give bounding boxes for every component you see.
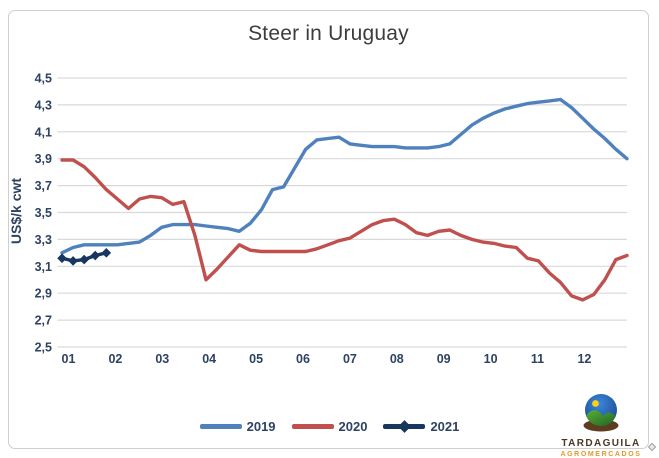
x-tick-label: 05 [249, 352, 263, 366]
legend-item-2021: 2021 [383, 419, 459, 434]
x-tick-label: 03 [155, 352, 169, 366]
x-tick-label: 12 [577, 352, 591, 366]
legend-line-swatch-2019 [199, 424, 242, 429]
series-marker-2021 [79, 254, 89, 265]
x-tick-label: 11 [531, 352, 544, 366]
chart-title: Steer in Uruguay [248, 22, 409, 45]
legend-diamond-marker-icon [398, 420, 412, 433]
chart-frame [8, 10, 649, 449]
logo-brand-text: TARDAGUILA [561, 438, 641, 449]
legend-label: 2020 [338, 419, 368, 434]
series-line-2020 [60, 158, 629, 302]
legend-line-swatch-2021 [383, 420, 426, 433]
series-line-2019 [60, 97, 629, 255]
x-tick-label: 04 [202, 352, 216, 366]
tardaguila-logo-icon [583, 394, 619, 432]
legend-label: 2019 [246, 419, 276, 434]
x-tick-label: 08 [390, 352, 404, 366]
x-tick-label: 01 [62, 352, 76, 366]
series-marker-2021 [101, 248, 112, 258]
tardaguila-logo: TARDAGUILA AGROMERCADOS [551, 393, 651, 458]
y-tick-label: 3,1 [35, 260, 52, 274]
series-marker-2021 [90, 250, 101, 261]
y-tick-label: 3,5 [35, 206, 52, 220]
y-tick-label: 4,5 [35, 72, 52, 86]
y-tick-label: 2,7 [35, 314, 52, 328]
x-tick-label: 09 [437, 352, 451, 366]
y-tick-label: 4,1 [35, 125, 52, 139]
legend-label: 2021 [430, 419, 460, 434]
y-tick-label: 3,9 [35, 152, 52, 166]
y-tick-label: 3,3 [35, 233, 52, 247]
y-tick-label: 2,9 [35, 287, 52, 301]
legend-line-swatch-2020 [291, 424, 334, 429]
series-marker-2021 [68, 256, 78, 266]
series-marker-2021 [57, 253, 67, 264]
y-tick-label: 4,3 [35, 98, 52, 112]
x-tick-label: 02 [108, 352, 122, 366]
legend-item-2019: 2019 [199, 419, 276, 434]
chart-legend: 2019 2020 2021 [0, 419, 659, 434]
x-tick-label: 10 [484, 352, 498, 366]
y-tick-label: 3,7 [35, 179, 52, 193]
legend-item-2020: 2020 [291, 419, 368, 434]
logo-subtext: AGROMERCADOS [560, 451, 642, 458]
x-tick-label: 06 [296, 352, 310, 366]
y-tick-label: 2,5 [35, 341, 52, 355]
x-tick-label: 07 [343, 352, 357, 366]
